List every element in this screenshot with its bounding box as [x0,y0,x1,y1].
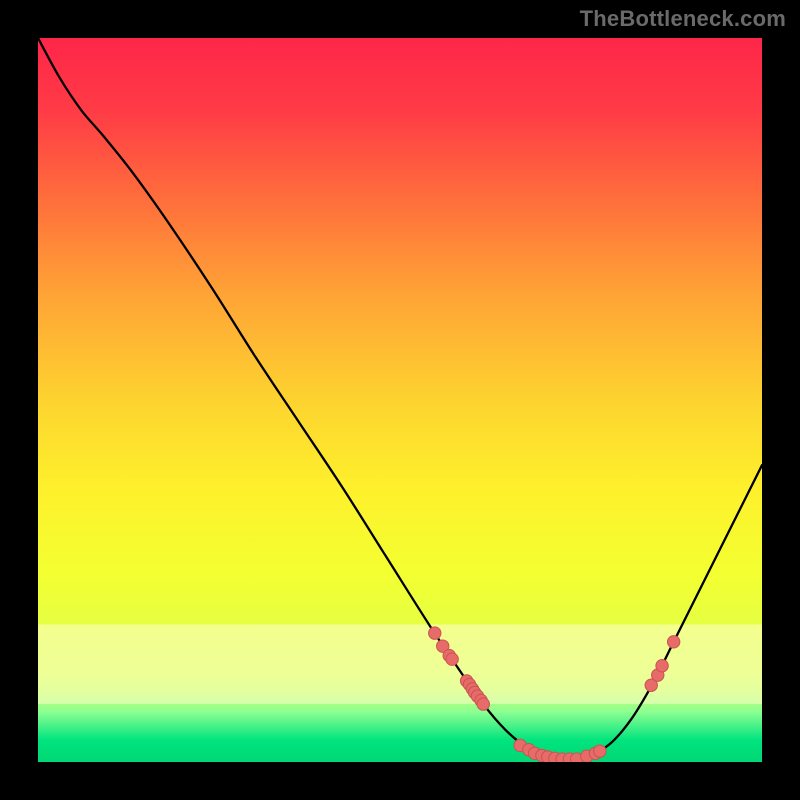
data-marker [446,653,458,665]
data-marker [477,698,489,710]
data-marker [429,627,441,639]
watermark-text: TheBottleneck.com [580,6,786,32]
bottleneck-chart [38,38,762,762]
data-marker [656,660,668,672]
data-marker [594,745,606,757]
chart-plot-area [38,38,762,762]
data-marker [667,636,679,648]
washout-band [38,624,762,704]
